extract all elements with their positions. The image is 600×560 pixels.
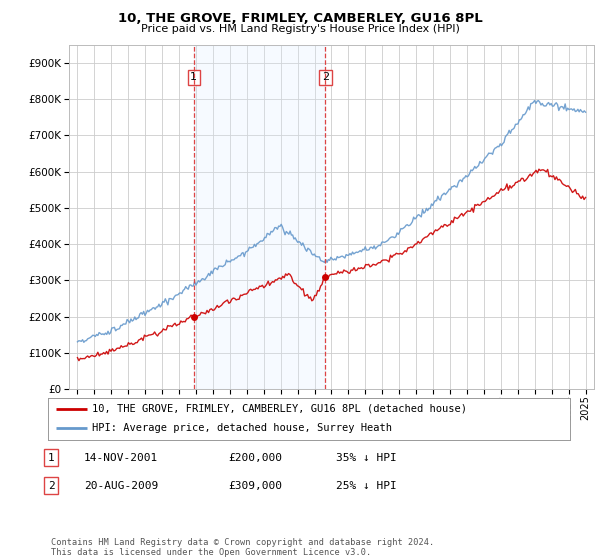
Text: Contains HM Land Registry data © Crown copyright and database right 2024.
This d: Contains HM Land Registry data © Crown c…: [51, 538, 434, 557]
Text: 20-AUG-2009: 20-AUG-2009: [84, 480, 158, 491]
Text: HPI: Average price, detached house, Surrey Heath: HPI: Average price, detached house, Surr…: [92, 423, 392, 433]
Text: 25% ↓ HPI: 25% ↓ HPI: [336, 480, 397, 491]
Text: £200,000: £200,000: [228, 452, 282, 463]
Text: Price paid vs. HM Land Registry's House Price Index (HPI): Price paid vs. HM Land Registry's House …: [140, 24, 460, 34]
Text: 14-NOV-2001: 14-NOV-2001: [84, 452, 158, 463]
Bar: [194, 45, 325, 389]
Text: 1: 1: [190, 72, 197, 82]
Text: 10, THE GROVE, FRIMLEY, CAMBERLEY, GU16 8PL (detached house): 10, THE GROVE, FRIMLEY, CAMBERLEY, GU16 …: [92, 404, 467, 414]
Text: 10, THE GROVE, FRIMLEY, CAMBERLEY, GU16 8PL: 10, THE GROVE, FRIMLEY, CAMBERLEY, GU16 …: [118, 12, 482, 25]
Text: 1: 1: [47, 452, 55, 463]
Text: £309,000: £309,000: [228, 480, 282, 491]
Text: 2: 2: [47, 480, 55, 491]
Text: 35% ↓ HPI: 35% ↓ HPI: [336, 452, 397, 463]
Text: 2: 2: [322, 72, 329, 82]
